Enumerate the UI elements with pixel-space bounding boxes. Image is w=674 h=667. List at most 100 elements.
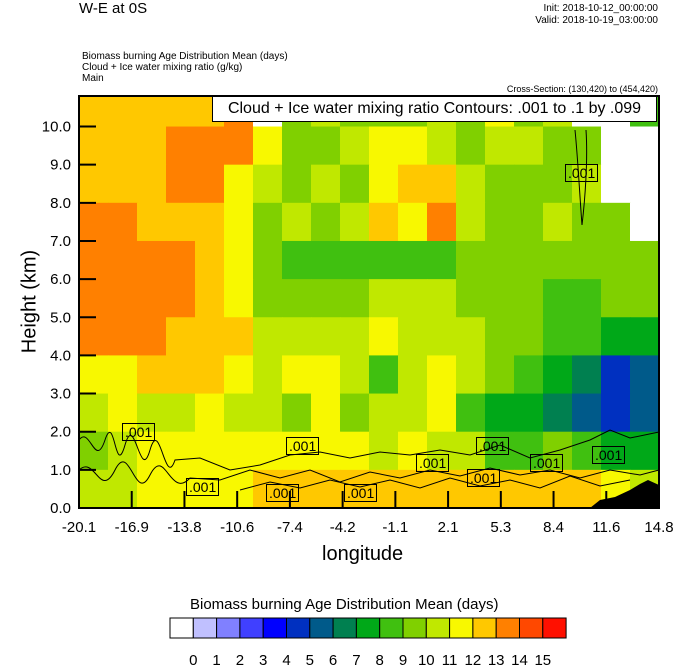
heatmap-cell	[79, 317, 109, 356]
heatmap-cell	[137, 469, 167, 509]
heatmap-cell	[514, 240, 544, 280]
heatmap-cell	[340, 202, 370, 242]
heatmap-cell	[398, 469, 428, 509]
colorbar-swatch	[332, 617, 357, 639]
valid-time: Valid: 2018-10-19_03:00:00	[535, 15, 658, 26]
heatmap-cell	[340, 164, 370, 204]
heatmap-cell	[572, 355, 602, 395]
heatmap-cell	[108, 317, 138, 356]
contour-label: .001	[530, 454, 564, 472]
colorbar-label: 1	[212, 652, 220, 667]
heatmap-cell	[514, 393, 544, 433]
heatmap-cell	[282, 279, 312, 318]
heatmap-cell	[369, 355, 399, 395]
y-tick-label: 10.0	[42, 119, 71, 136]
y-tick-label: 3.0	[50, 386, 71, 403]
heatmap-cell	[253, 126, 283, 166]
y-axis-title: Height (km)	[18, 249, 41, 354]
heatmap-cell	[340, 279, 370, 318]
contour-label: .001	[476, 437, 510, 455]
heatmap-cell	[311, 202, 341, 242]
heatmap-cell	[398, 393, 428, 433]
y-tick-label: 2.0	[50, 424, 71, 441]
heatmap-cell	[369, 431, 399, 471]
colorbar-swatch	[519, 617, 544, 639]
heatmap-cell	[195, 240, 225, 280]
heatmap-cell	[166, 393, 196, 433]
heatmap-cell	[456, 317, 486, 356]
contour-label: .001	[344, 484, 378, 502]
heatmap-cell	[137, 393, 167, 433]
contour-label: .001	[186, 478, 220, 496]
heatmap-cell	[543, 126, 573, 166]
x-tick-label: 5.3	[490, 519, 511, 536]
colorbar-label: 7	[352, 652, 360, 667]
heatmap-cell	[79, 202, 109, 242]
heatmap-cell	[601, 126, 631, 166]
heatmap-cell	[601, 355, 631, 395]
heatmap-cell	[79, 240, 109, 280]
heatmap-cell	[166, 279, 196, 318]
heatmap-cell	[630, 393, 660, 433]
heatmap-cell	[79, 279, 109, 318]
colorbar-label: 15	[534, 652, 551, 667]
heatmap-cell	[137, 126, 167, 166]
heatmap-cell	[253, 431, 283, 471]
colorbar-swatch	[286, 617, 311, 639]
heatmap-cell	[630, 164, 660, 204]
colorbar-label: 14	[511, 652, 528, 667]
heatmap-cell	[253, 355, 283, 395]
heatmap-cells	[79, 96, 660, 509]
heatmap-cell	[311, 469, 341, 509]
heatmap-cell	[630, 202, 660, 242]
contour-label: .001	[592, 446, 626, 464]
field-label-biomass: Biomass burning Age Distribution Mean (d…	[82, 51, 288, 62]
heatmap-cell	[456, 355, 486, 395]
axes: 0.0 1.0 2.0 3.0 4.0 5.0 6.0 7.0 8.0 9.0 10.0 -20.1 -…	[42, 119, 674, 536]
heatmap-cell	[137, 96, 167, 128]
heatmap-cell	[340, 126, 370, 166]
heatmap-cell	[108, 202, 138, 242]
colorbar-title: Biomass burning Age Distribution Mean (d…	[190, 596, 499, 613]
heatmap-cell	[79, 126, 109, 166]
init-time: Init: 2018-10-12_00:00:00	[543, 3, 658, 14]
contour-label: .001	[286, 437, 320, 455]
heatmap-cell	[282, 393, 312, 433]
x-tick-label: -16.9	[115, 519, 149, 536]
heatmap-cell	[340, 317, 370, 356]
colorbar-swatch	[309, 617, 334, 639]
heatmap-cell	[427, 317, 457, 356]
heatmap-cell	[282, 164, 312, 204]
heatmap-cell	[514, 355, 544, 395]
heatmap-cell	[108, 469, 138, 509]
heatmap-cell	[543, 279, 573, 318]
heatmap-cell	[630, 279, 660, 318]
heatmap-cell	[456, 240, 486, 280]
colorbar-label: 11	[442, 652, 458, 667]
heatmap-cell	[485, 164, 515, 204]
heatmap-cell	[282, 355, 312, 395]
heatmap-cell	[514, 126, 544, 166]
heatmap-cell	[340, 393, 370, 433]
y-tick-label: 8.0	[50, 195, 71, 212]
heatmap-cell	[166, 431, 196, 471]
colorbar-swatch	[239, 617, 264, 639]
heatmap-cell	[398, 164, 428, 204]
heatmap-cell	[108, 164, 138, 204]
x-tick-label: -4.2	[330, 519, 356, 536]
colorbar-label: 0	[189, 652, 197, 667]
heatmap-cell	[427, 126, 457, 166]
heatmap-cell	[398, 431, 428, 471]
y-tick-label: 7.0	[50, 233, 71, 250]
heatmap-cell	[79, 164, 109, 204]
heatmap-cell	[282, 317, 312, 356]
heatmap-cell	[427, 355, 457, 395]
colorbar-swatch	[402, 617, 427, 639]
heatmap-cell	[398, 240, 428, 280]
heatmap-cell	[369, 164, 399, 204]
heatmap-cell	[311, 240, 341, 280]
colorbar-swatch	[379, 617, 404, 639]
heatmap-cell	[543, 393, 573, 433]
heatmap-cell	[195, 469, 225, 509]
heatmap-cell	[572, 393, 602, 433]
